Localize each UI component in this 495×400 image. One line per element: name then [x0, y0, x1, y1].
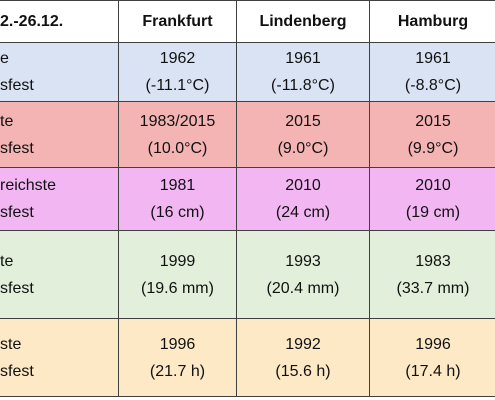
data-cell: 1992 (15.6 h)	[236, 318, 370, 397]
header-text: Hamburg	[397, 13, 469, 30]
row-label-cell: reichste sfest	[0, 167, 119, 231]
cell-text: (16 cm)	[150, 204, 205, 221]
cell-text: 1983	[415, 252, 451, 270]
cell-text: 1999	[159, 252, 196, 270]
cell-text: 1996	[415, 335, 451, 353]
cell-text: (21.7 h)	[149, 362, 206, 380]
row-label-cell: ste sfest	[0, 318, 119, 397]
cell-text: (15.6 h)	[275, 362, 331, 380]
data-cell: 1983 (33.7 mm)	[369, 230, 495, 319]
data-cell: 1981 (16 cm)	[118, 167, 237, 231]
cell-text: sfest	[0, 77, 34, 94]
cell-text: (-11.1°C)	[145, 77, 210, 94]
cell-text: 1961	[415, 50, 451, 67]
cell-text: ste	[0, 335, 22, 353]
cell-text: 1962	[159, 50, 196, 67]
cell-text: (-8.8°C)	[404, 77, 462, 94]
cell-text: (10.0°C)	[147, 139, 208, 157]
cell-text: 2015	[415, 112, 451, 130]
cell-text: (9.9°C)	[407, 139, 459, 157]
cell-text: sfest	[0, 362, 34, 380]
cell-text: 1996	[159, 335, 196, 353]
cell-text: 1961	[285, 50, 321, 67]
header-text: 2.-26.12.	[0, 13, 64, 30]
cell-text: te	[0, 252, 14, 270]
header-cell: Lindenberg	[236, 0, 370, 43]
header-text: Lindenberg	[259, 13, 347, 30]
header-text: Frankfurt	[142, 13, 213, 30]
cell-text: te	[0, 112, 14, 130]
data-cell: 2010 (19 cm)	[369, 167, 495, 231]
data-cell: 1996 (21.7 h)	[118, 318, 237, 397]
header-cell: Frankfurt	[118, 0, 237, 43]
header-cell: Hamburg	[369, 0, 495, 43]
cell-text: reichste	[0, 177, 57, 194]
cell-text: (33.7 mm)	[396, 279, 470, 297]
cell-text: sfest	[0, 204, 34, 221]
cell-text: (19 cm)	[405, 204, 461, 221]
cell-text: (19.6 mm)	[141, 279, 214, 297]
data-cell: 1983/2015 (10.0°C)	[118, 101, 237, 168]
cell-text: (17.4 h)	[405, 362, 461, 380]
cell-text: 1992	[285, 335, 321, 353]
cell-text: (20.4 mm)	[266, 279, 340, 297]
row-label-cell: e sfest	[0, 42, 119, 102]
cell-text: sfest	[0, 279, 34, 297]
cell-text: 1983/2015	[139, 112, 216, 130]
cell-text: sfest	[0, 139, 34, 157]
header-cell: 2.-26.12.	[0, 0, 119, 43]
data-cell: 2015 (9.9°C)	[369, 101, 495, 168]
data-cell: 1962 (-11.1°C)	[118, 42, 237, 102]
data-cell: 1993 (20.4 mm)	[236, 230, 370, 319]
data-cell: 2010 (24 cm)	[236, 167, 370, 231]
data-cell: 1961 (-11.8°C)	[236, 42, 370, 102]
cell-text: 1981	[159, 177, 196, 194]
cell-text: 2015	[285, 112, 321, 130]
cell-text: e	[0, 50, 9, 67]
row-label-cell: te sfest	[0, 230, 119, 319]
cell-text: (9.0°C)	[277, 139, 329, 157]
cell-text: 2010	[285, 177, 321, 194]
row-label-cell: te sfest	[0, 101, 119, 168]
cell-text: 2010	[415, 177, 451, 194]
data-cell: 1999 (19.6 mm)	[118, 230, 237, 319]
cell-text: (24 cm)	[275, 204, 331, 221]
data-cell: 1996 (17.4 h)	[369, 318, 495, 397]
data-cell: 2015 (9.0°C)	[236, 101, 370, 168]
cell-text: (-11.8°C)	[271, 77, 335, 94]
data-cell: 1961 (-8.8°C)	[369, 42, 495, 102]
cell-text: 1993	[285, 252, 321, 270]
